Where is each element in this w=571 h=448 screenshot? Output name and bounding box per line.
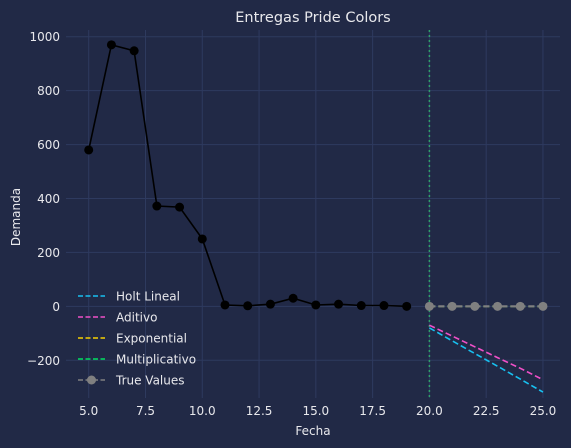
history-point [288,293,298,303]
plot-series [84,30,548,398]
history-point [379,301,389,311]
x-tick-label: 15.0 [302,404,329,418]
history-point [106,40,116,50]
x-tick-label: 5.0 [79,404,98,418]
legend-label: Aditivo [116,311,157,325]
history-point [152,201,162,211]
history-point [84,145,94,155]
y-tick-label: 1000 [29,30,60,44]
legend-label: Exponential [116,332,187,346]
aditivo-line [429,324,544,381]
history-point [402,301,412,311]
x-tick-label: 10.0 [189,404,216,418]
x-tick-label: 25.0 [530,404,557,418]
y-tick-label: 600 [37,138,60,152]
x-tick-label: 22.5 [473,404,500,418]
history-point [265,299,275,309]
x-tick-label: 17.5 [359,404,386,418]
y-tick-label: 200 [37,246,60,260]
history-point [334,299,344,309]
true-values-point [424,301,434,311]
y-axis-label: Demanda [9,188,23,246]
true-values-point [470,301,480,311]
true-values-point [447,301,457,311]
y-tick-label: 800 [37,84,60,98]
legend-label: Holt Lineal [116,290,180,304]
legend-label: Multiplicativo [116,353,196,367]
history-point [129,46,139,56]
history-point [175,202,185,212]
legend: Holt Lineal Aditivo Exponential Multiplicat… [78,290,196,388]
legend-label: True Values [115,374,185,388]
x-axis-label: Fecha [295,424,330,438]
x-tick-label: 7.5 [136,404,155,418]
chart-title: Entregas Pride Colors [235,10,390,26]
history-point [243,301,253,311]
y-tick-label: 400 [37,192,60,206]
true-values-point [515,301,525,311]
history-point [311,300,321,310]
y-tick-label: −200 [27,354,60,368]
holt-lineal-line [429,327,544,393]
history-point [197,234,207,244]
x-tick-label: 12.5 [246,404,273,418]
tick-labels: 5.0 7.5 10.0 12.5 15.0 17.5 20.0 22.5 25.0 −200 0 2… [27,30,556,418]
legend-marker-true-values [87,375,96,385]
history-point [220,300,230,310]
true-values-point [538,301,548,311]
true-values-point [493,301,503,311]
history-point [356,301,366,311]
y-tick-label: 0 [52,300,60,314]
x-tick-label: 20.0 [416,404,443,418]
